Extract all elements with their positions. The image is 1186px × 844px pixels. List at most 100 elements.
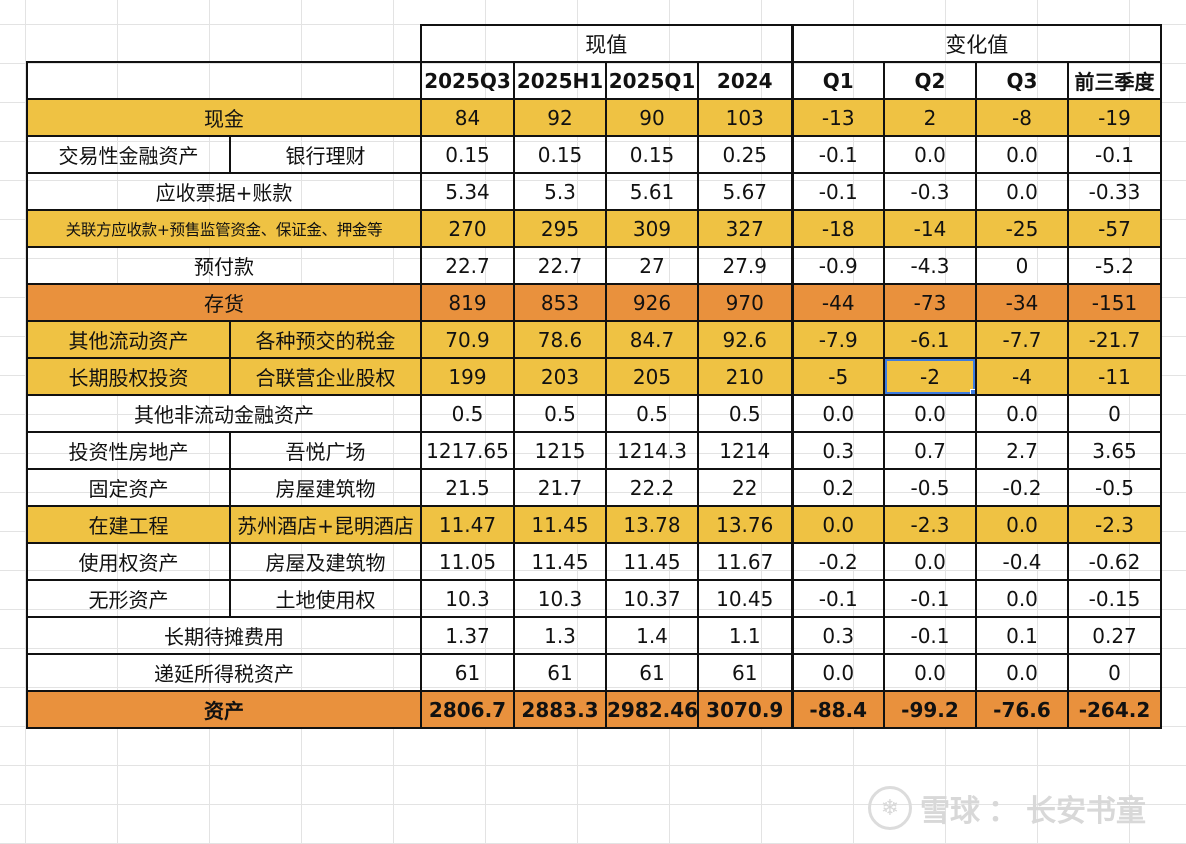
row-label[interactable]: 使用权资产: [26, 542, 231, 581]
value-cell[interactable]: -0.2: [791, 542, 885, 581]
value-cell[interactable]: 0.5: [697, 394, 794, 433]
row-sublabel[interactable]: 房屋建筑物: [229, 468, 422, 507]
col-header-2025q3[interactable]: 2025Q3: [420, 61, 515, 100]
value-cell[interactable]: 10.45: [697, 579, 794, 618]
value-cell[interactable]: -57: [1067, 209, 1162, 248]
value-cell[interactable]: -0.2: [975, 468, 1069, 507]
row-label[interactable]: 资产: [26, 690, 422, 729]
value-cell[interactable]: -25: [975, 209, 1069, 248]
value-cell[interactable]: 1.4: [605, 616, 699, 655]
value-cell[interactable]: 1.1: [697, 616, 794, 655]
value-cell[interactable]: 1.3: [513, 616, 607, 655]
value-cell[interactable]: 3070.9: [697, 690, 794, 729]
value-cell[interactable]: 11.45: [605, 542, 699, 581]
value-cell[interactable]: 61: [697, 653, 794, 692]
value-cell[interactable]: -13: [791, 98, 885, 137]
value-cell[interactable]: 0.3: [791, 431, 885, 470]
value-cell[interactable]: 0.0: [883, 135, 977, 174]
value-cell[interactable]: 22.7: [420, 246, 515, 285]
value-cell[interactable]: 0.0: [883, 394, 977, 433]
header-current-value[interactable]: 现值: [420, 24, 794, 63]
value-cell[interactable]: 11.05: [420, 542, 515, 581]
value-cell[interactable]: -11: [1067, 357, 1162, 396]
value-cell[interactable]: 5.34: [420, 172, 515, 211]
value-cell[interactable]: -99.2: [883, 690, 977, 729]
col-header-2024[interactable]: 2024: [697, 61, 794, 100]
value-cell[interactable]: 11.45: [513, 505, 607, 544]
value-cell[interactable]: 61: [605, 653, 699, 692]
value-cell[interactable]: 0.0: [975, 653, 1069, 692]
value-cell[interactable]: 22: [697, 468, 794, 507]
row-label[interactable]: 在建工程: [26, 505, 231, 544]
value-cell[interactable]: -0.1: [791, 172, 885, 211]
col-header-q2[interactable]: Q2: [883, 61, 977, 100]
value-cell[interactable]: 0.0: [975, 394, 1069, 433]
value-cell[interactable]: 5.3: [513, 172, 607, 211]
row-label[interactable]: 固定资产: [26, 468, 231, 507]
value-cell[interactable]: 205: [605, 357, 699, 396]
value-cell[interactable]: -6.1: [883, 320, 977, 359]
value-cell[interactable]: -73: [883, 283, 977, 322]
value-cell[interactable]: 0.0: [883, 542, 977, 581]
value-cell[interactable]: 1.37: [420, 616, 515, 655]
value-cell[interactable]: -0.1: [1067, 135, 1162, 174]
value-cell[interactable]: 92: [513, 98, 607, 137]
value-cell[interactable]: -0.4: [975, 542, 1069, 581]
value-cell[interactable]: -0.1: [791, 579, 885, 618]
value-cell[interactable]: -151: [1067, 283, 1162, 322]
row-label[interactable]: 其他流动资产: [26, 320, 231, 359]
corner-cell[interactable]: [27, 25, 422, 63]
row-label[interactable]: 投资性房地产: [26, 431, 231, 470]
value-cell[interactable]: 203: [513, 357, 607, 396]
value-cell[interactable]: -0.1: [883, 579, 977, 618]
value-cell[interactable]: 5.61: [605, 172, 699, 211]
row-label[interactable]: 现金: [26, 98, 422, 137]
value-cell[interactable]: -2.3: [883, 505, 977, 544]
value-cell[interactable]: 11.45: [513, 542, 607, 581]
value-cell[interactable]: 0.5: [513, 394, 607, 433]
value-cell[interactable]: 2883.3: [513, 690, 607, 729]
value-cell[interactable]: 0.15: [605, 135, 699, 174]
value-cell[interactable]: 2.7: [975, 431, 1069, 470]
row-sublabel[interactable]: 吾悦广场: [229, 431, 422, 470]
value-cell[interactable]: -14: [883, 209, 977, 248]
col-header-q1[interactable]: Q1: [791, 61, 885, 100]
value-cell[interactable]: 11.47: [420, 505, 515, 544]
header-change-value[interactable]: 变化值: [791, 24, 1162, 63]
value-cell[interactable]: 0.5: [420, 394, 515, 433]
value-cell[interactable]: 853: [513, 283, 607, 322]
value-cell[interactable]: 309: [605, 209, 699, 248]
value-cell[interactable]: 199: [420, 357, 515, 396]
value-cell[interactable]: 78.6: [513, 320, 607, 359]
value-cell[interactable]: 61: [513, 653, 607, 692]
value-cell[interactable]: 0.0: [791, 394, 885, 433]
value-cell[interactable]: 13.76: [697, 505, 794, 544]
value-cell[interactable]: -0.33: [1067, 172, 1162, 211]
row-label[interactable]: 其他非流动金融资产: [26, 394, 422, 433]
row-label[interactable]: 预付款: [26, 246, 422, 285]
row-sublabel[interactable]: 银行理财: [229, 135, 422, 174]
value-cell[interactable]: 270: [420, 209, 515, 248]
value-cell[interactable]: 0: [975, 246, 1069, 285]
value-cell[interactable]: -76.6: [975, 690, 1069, 729]
value-cell[interactable]: 70.9: [420, 320, 515, 359]
value-cell[interactable]: 10.3: [420, 579, 515, 618]
row-sublabel[interactable]: 各种预交的税金: [229, 320, 422, 359]
value-cell[interactable]: -4.3: [883, 246, 977, 285]
value-cell[interactable]: 13.78: [605, 505, 699, 544]
value-cell[interactable]: -264.2: [1067, 690, 1162, 729]
value-cell[interactable]: 90: [605, 98, 699, 137]
value-cell[interactable]: -0.1: [791, 135, 885, 174]
value-cell[interactable]: 0.0: [975, 505, 1069, 544]
value-cell[interactable]: 926: [605, 283, 699, 322]
value-cell[interactable]: -0.9: [791, 246, 885, 285]
value-cell[interactable]: 1214: [697, 431, 794, 470]
value-cell[interactable]: 0.3: [791, 616, 885, 655]
value-cell[interactable]: -0.15: [1067, 579, 1162, 618]
row-label[interactable]: 长期待摊费用: [26, 616, 422, 655]
value-cell[interactable]: 0.27: [1067, 616, 1162, 655]
selected-cell[interactable]: -2: [883, 357, 977, 396]
value-cell[interactable]: -18: [791, 209, 885, 248]
value-cell[interactable]: 819: [420, 283, 515, 322]
value-cell[interactable]: 2982.46: [605, 690, 699, 729]
